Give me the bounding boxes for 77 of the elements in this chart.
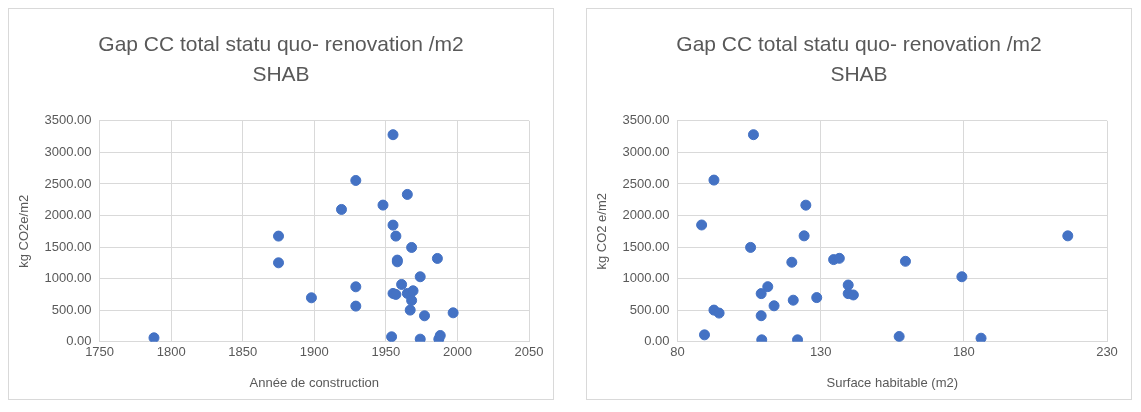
point: [975, 332, 987, 342]
point: [447, 307, 459, 319]
chart-title: Gap CC total statu quo- renovation /m2 SHAB: [97, 31, 465, 87]
y-tick-label: 3500.00: [44, 112, 92, 128]
point: [798, 230, 810, 242]
y-tick-label: 3000.00: [622, 143, 670, 159]
point: [350, 174, 362, 186]
point: [273, 230, 285, 242]
x-tick-label: 2000: [442, 344, 472, 360]
y-tick-label: 2000.00: [44, 207, 92, 223]
x-tick-label: 180: [953, 344, 975, 360]
point: [956, 271, 968, 283]
point: [893, 331, 905, 342]
point: [762, 281, 774, 293]
point: [404, 304, 416, 316]
point: [350, 281, 362, 293]
y-axis-title: kg CO2 e/m2: [594, 193, 610, 270]
point: [755, 288, 767, 300]
x-tick-label: 1850: [228, 344, 258, 360]
y-tick-label: 1500.00: [44, 238, 92, 254]
point: [811, 292, 823, 304]
point: [708, 174, 720, 186]
point: [386, 331, 398, 342]
point: [387, 129, 399, 141]
point: [148, 332, 160, 342]
x-tick-label: 1900: [299, 344, 329, 360]
point: [390, 230, 402, 242]
x-tick-label: 1950: [371, 344, 401, 360]
point: [434, 329, 446, 341]
point: [786, 256, 798, 268]
point: [699, 329, 710, 341]
point: [713, 307, 725, 319]
x-axis-title: Année de construction: [249, 374, 379, 390]
point: [745, 241, 757, 253]
y-tick-label: 2500.00: [44, 175, 92, 191]
y-axis-title: kg CO2e/m2: [16, 194, 32, 268]
point: [414, 333, 426, 342]
x-tick-label: 1750: [85, 344, 115, 360]
y-tick-label: 1000.00: [44, 270, 92, 286]
y-tick-label: 0.00: [644, 333, 670, 349]
x-tick-label: 1800: [156, 344, 186, 360]
y-tick-label: 500.00: [51, 301, 92, 317]
point: [419, 310, 431, 322]
point: [787, 294, 799, 306]
point: [406, 241, 418, 253]
x-tick-label: 230: [1096, 344, 1118, 360]
point: [696, 219, 708, 231]
y-tick-label: 3000.00: [44, 143, 92, 159]
point: [350, 300, 362, 312]
point: [335, 203, 347, 215]
point: [406, 294, 418, 306]
point: [401, 188, 413, 200]
point: [431, 252, 443, 264]
y-tick-label: 1000.00: [622, 270, 670, 286]
point: [1062, 230, 1074, 242]
x-axis-title: Surface habitable (m2): [826, 374, 959, 390]
y-tick-label: 500.00: [629, 301, 670, 317]
y-tick-label: 3500.00: [622, 112, 670, 128]
point: [800, 199, 812, 211]
point: [768, 300, 780, 312]
x-tick-label: 130: [809, 344, 832, 360]
point: [414, 271, 426, 283]
point: [396, 278, 408, 290]
point: [755, 310, 767, 322]
x-tick-label: 2050: [514, 344, 544, 360]
point: [305, 292, 317, 304]
x-tick-label: 80: [670, 344, 685, 360]
y-tick-label: 1500.00: [622, 238, 670, 254]
point: [387, 219, 399, 231]
point: [273, 257, 285, 269]
point: [747, 129, 759, 141]
point: [407, 285, 419, 297]
chart-title: Gap CC total statu quo- renovation /m2 SHAB: [675, 31, 1043, 87]
point: [377, 199, 389, 211]
y-tick-label: 2000.00: [622, 207, 670, 223]
point: [899, 255, 911, 267]
y-tick-label: 2500.00: [622, 175, 670, 191]
